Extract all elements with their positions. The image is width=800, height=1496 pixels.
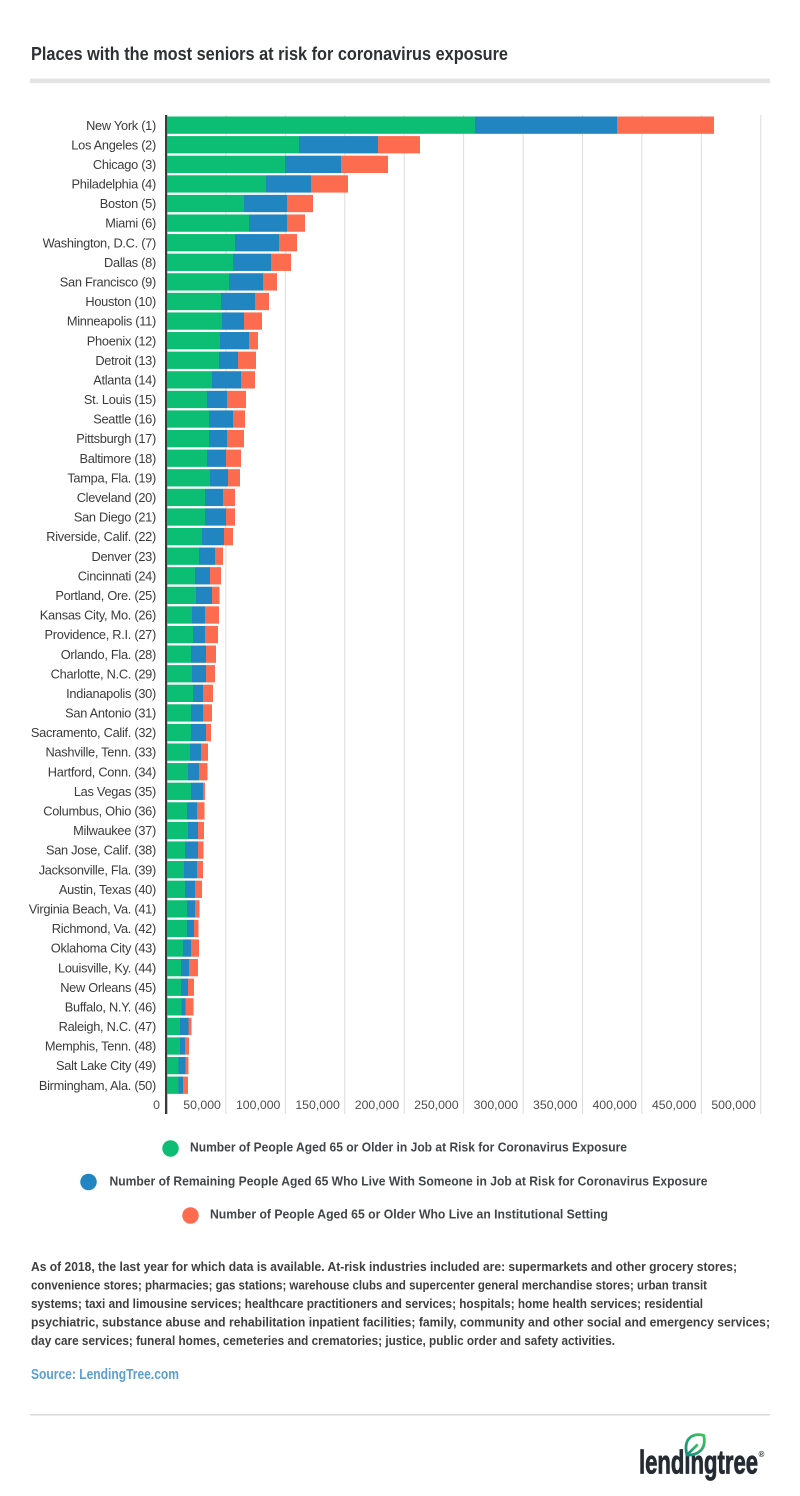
svg-text:200,000: 200,000 xyxy=(355,1098,400,1112)
svg-text:San Jose, Calif. (38): San Jose, Calif. (38) xyxy=(46,843,156,858)
svg-text:Milwaukee (37): Milwaukee (37) xyxy=(73,823,156,838)
svg-text:Miami (6): Miami (6) xyxy=(105,216,156,231)
svg-text:Philadelphia (4): Philadelphia (4) xyxy=(72,177,156,192)
svg-text:Seattle (16): Seattle (16) xyxy=(93,412,156,427)
svg-text:Cincinnati (24): Cincinnati (24) xyxy=(78,568,156,583)
svg-text:Memphis, Tenn. (48): Memphis, Tenn. (48) xyxy=(45,1039,156,1054)
svg-text:Columbus, Ohio (36): Columbus, Ohio (36) xyxy=(43,804,156,819)
svg-text:Houston (10): Houston (10) xyxy=(85,294,156,309)
svg-text:350,000: 350,000 xyxy=(533,1098,578,1112)
svg-text:psychiatric, substance abuse a: psychiatric, substance abuse and rehabil… xyxy=(31,1314,770,1329)
svg-text:Jacksonville, Fla. (39): Jacksonville, Fla. (39) xyxy=(39,862,156,877)
svg-text:Portland, Ore. (25): Portland, Ore. (25) xyxy=(55,588,156,603)
svg-text:Baltimore (18): Baltimore (18) xyxy=(80,451,156,466)
svg-text:Sacramento, Calif. (32): Sacramento, Calif. (32) xyxy=(31,725,156,740)
svg-text:100,000: 100,000 xyxy=(236,1098,281,1112)
svg-text:As of 2018, the last year for: As of 2018, the last year for which data… xyxy=(31,1259,737,1274)
svg-text:50,000: 50,000 xyxy=(183,1098,221,1112)
svg-text:Tampa, Fla. (19): Tampa, Fla. (19) xyxy=(67,470,156,485)
svg-text:Louisville, Ky. (44): Louisville, Ky. (44) xyxy=(58,960,156,975)
svg-text:St. Louis (15): St. Louis (15) xyxy=(84,392,156,407)
svg-text:®: ® xyxy=(759,1450,765,1459)
svg-text:New Orleans (45): New Orleans (45) xyxy=(60,980,156,995)
svg-text:Richmond, Va. (42): Richmond, Va. (42) xyxy=(52,921,156,936)
svg-text:Denver (23): Denver (23) xyxy=(92,549,157,564)
svg-text:Washington, D.C. (7): Washington, D.C. (7) xyxy=(43,235,156,250)
svg-text:day care services; funeral hom: day care services; funeral homes, cemete… xyxy=(31,1333,615,1348)
svg-text:Kansas City, Mo. (26): Kansas City, Mo. (26) xyxy=(40,608,156,623)
svg-text:San Antonio (31): San Antonio (31) xyxy=(65,706,156,721)
svg-text:Charlotte, N.C. (29): Charlotte, N.C. (29) xyxy=(51,666,156,681)
svg-text:Dallas (8): Dallas (8) xyxy=(104,255,156,270)
svg-text:Cleveland (20): Cleveland (20) xyxy=(77,490,156,505)
svg-text:Source: LendingTree.com: Source: LendingTree.com xyxy=(31,1366,179,1383)
svg-text:Raleigh, N.C. (47): Raleigh, N.C. (47) xyxy=(59,1019,156,1034)
svg-text:500,000: 500,000 xyxy=(711,1098,756,1112)
svg-text:Hartford, Conn. (34): Hartford, Conn. (34) xyxy=(48,764,156,779)
svg-text:San Diego (21): San Diego (21) xyxy=(74,510,156,525)
svg-text:Birmingham, Ala. (50): Birmingham, Ala. (50) xyxy=(39,1078,156,1093)
svg-text:0: 0 xyxy=(153,1098,160,1112)
svg-text:Virginia Beach, Va. (41): Virginia Beach, Va. (41) xyxy=(29,901,156,916)
svg-text:Indianapolis (30): Indianapolis (30) xyxy=(66,686,156,701)
svg-text:Phoenix (12): Phoenix (12) xyxy=(87,333,156,348)
svg-text:Chicago (3): Chicago (3) xyxy=(93,157,156,172)
svg-text:Number of Remaining People Age: Number of Remaining People Aged 65 Who L… xyxy=(110,1173,708,1188)
svg-text:400,000: 400,000 xyxy=(592,1098,637,1112)
svg-text:Atlanta (14): Atlanta (14) xyxy=(93,372,156,387)
svg-text:Las Vegas (35): Las Vegas (35) xyxy=(74,784,156,799)
svg-text:Boston (5): Boston (5) xyxy=(100,196,156,211)
svg-text:New York (1): New York (1) xyxy=(86,118,156,133)
svg-text:Buffalo, N.Y. (46): Buffalo, N.Y. (46) xyxy=(65,999,156,1014)
svg-text:Riverside, Calif. (22): Riverside, Calif. (22) xyxy=(46,529,156,544)
svg-text:San Francisco (9): San Francisco (9) xyxy=(60,274,156,289)
svg-text:Salt Lake City (49): Salt Lake City (49) xyxy=(56,1058,156,1073)
svg-text:convenience stores; pharmacies: convenience stores; pharmacies; gas stat… xyxy=(31,1277,708,1292)
svg-text:Minneapolis (11): Minneapolis (11) xyxy=(67,314,156,329)
svg-text:Places with the most seniors a: Places with the most seniors at risk for… xyxy=(31,44,508,64)
svg-text:Pittsburgh (17): Pittsburgh (17) xyxy=(76,431,156,446)
svg-text:Providence, R.I. (27): Providence, R.I. (27) xyxy=(45,627,156,642)
svg-text:250,000: 250,000 xyxy=(414,1098,459,1112)
svg-text:Orlando, Fla. (28): Orlando, Fla. (28) xyxy=(61,647,156,662)
svg-text:lendingtree: lendingtree xyxy=(639,1444,758,1481)
svg-text:300,000: 300,000 xyxy=(474,1098,519,1112)
svg-text:450,000: 450,000 xyxy=(652,1098,697,1112)
svg-text:Number of People Aged 65 or Ol: Number of People Aged 65 or Older in Job… xyxy=(190,1139,627,1154)
svg-text:Nashville, Tenn. (33): Nashville, Tenn. (33) xyxy=(45,745,156,760)
svg-text:Detroit (13): Detroit (13) xyxy=(95,353,156,368)
svg-text:150,000: 150,000 xyxy=(295,1098,340,1112)
svg-text:Los Angeles (2): Los Angeles (2) xyxy=(71,137,156,152)
svg-text:Number of People Aged 65 or Ol: Number of People Aged 65 or Older Who Li… xyxy=(210,1207,608,1222)
svg-text:systems; taxi and limousine se: systems; taxi and limousine services; he… xyxy=(31,1296,703,1311)
svg-text:Oklahoma City (43): Oklahoma City (43) xyxy=(51,941,156,956)
svg-text:Austin, Texas (40): Austin, Texas (40) xyxy=(59,882,156,897)
